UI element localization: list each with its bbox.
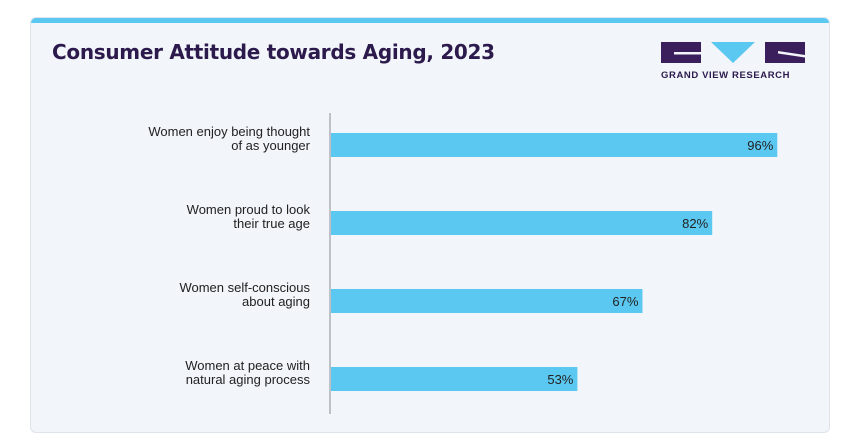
category-label: Women at peace with natural aging process (185, 358, 310, 387)
data-label: 53% (547, 372, 573, 387)
data-label: 82% (682, 216, 708, 231)
category-label-line: Women enjoy being thought (148, 124, 310, 139)
logo-mark-icon (661, 42, 805, 63)
category-label: Women self-conscious about aging (179, 280, 310, 309)
logo-wordmark: GRAND VIEW RESEARCH (661, 70, 791, 81)
bar (331, 289, 643, 313)
category-label-line: Women self-conscious (179, 280, 310, 295)
category-label: Women proud to look their true age (187, 202, 311, 231)
category-label-line: Women at peace with (185, 358, 310, 373)
chart-card: Consumer Attitude towards Aging, 2023 GR… (30, 17, 830, 433)
chart-title: Consumer Attitude towards Aging, 2023 (52, 40, 495, 64)
category-label-line: about aging (242, 294, 310, 309)
category-label-line: natural aging process (186, 372, 311, 387)
category-label-line: of as younger (231, 138, 310, 153)
bar-chart: 96% Women enjoy being thought of as younge… (148, 113, 778, 414)
bar (331, 133, 778, 157)
category-label: Women enjoy being thought of as younger (148, 124, 310, 153)
data-label: 67% (612, 294, 638, 309)
category-label-line: their true age (233, 216, 310, 231)
data-label: 96% (747, 138, 773, 153)
category-label-line: Women proud to look (187, 202, 311, 217)
grand-view-research-logo: GRAND VIEW RESEARCH (661, 42, 807, 84)
card-accent-bar (31, 18, 829, 23)
bar (331, 211, 713, 235)
bar (331, 367, 578, 391)
